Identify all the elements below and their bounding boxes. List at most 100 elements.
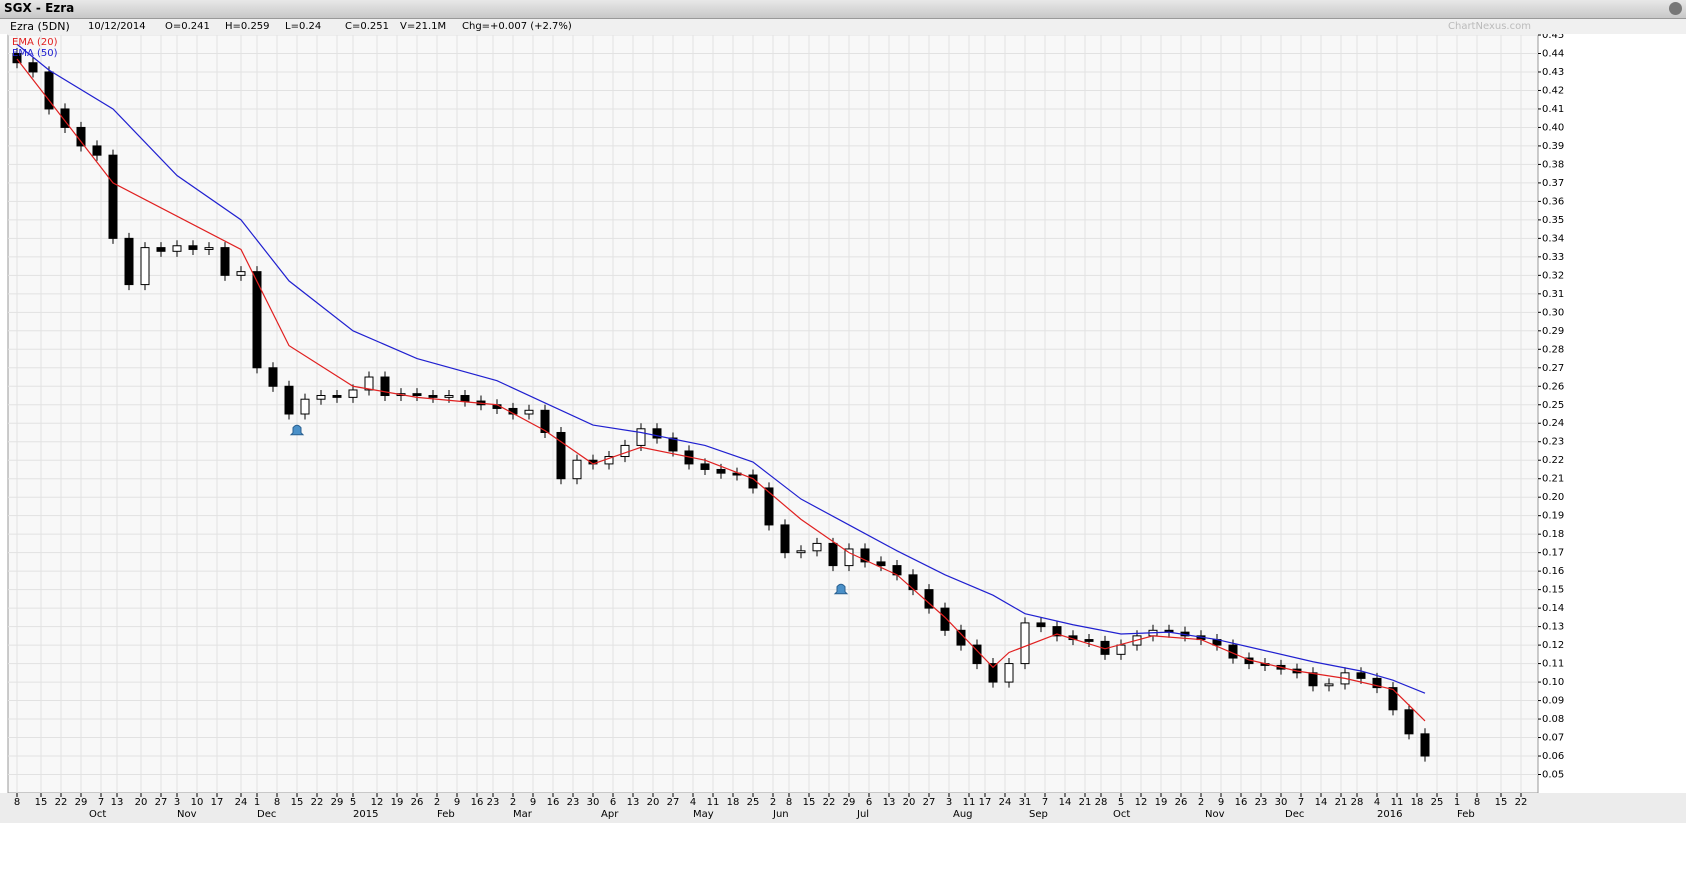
x-tick-label: 18 [727, 797, 740, 808]
x-tick-label: 2 [770, 797, 776, 808]
y-tick-label: 0.15 [1542, 585, 1564, 596]
candle-body [204, 247, 214, 250]
x-tick-label: 13 [883, 797, 896, 808]
candle-body [1084, 639, 1094, 642]
x-tick-label: 2 [510, 797, 516, 808]
x-tick-label: 27 [155, 797, 168, 808]
x-month-label: Jul [856, 809, 869, 820]
candle-body [1420, 733, 1430, 757]
x-tick-label: 20 [647, 797, 660, 808]
x-tick-label: 11 [963, 797, 976, 808]
candle-body [540, 409, 550, 433]
x-tick-label: 7 [98, 797, 104, 808]
candle-body [1036, 622, 1046, 628]
x-tick-label: 25 [747, 797, 760, 808]
y-tick-label: 0.22 [1542, 455, 1564, 466]
candle-body [716, 468, 726, 474]
candle-body [780, 524, 790, 554]
x-month-label: May [693, 809, 714, 820]
x-tick-label: 8 [786, 797, 792, 808]
x-tick-label: 8 [14, 797, 20, 808]
y-tick-label: 0.41 [1542, 104, 1564, 115]
symbol: Ezra (5DN) [10, 20, 70, 33]
candle-body [572, 459, 582, 480]
y-tick-label: 0.17 [1542, 548, 1564, 559]
y-tick-label: 0.16 [1542, 566, 1564, 577]
info-bar [0, 19, 1686, 34]
x-tick-label: 30 [587, 797, 600, 808]
y-tick-label: 0.38 [1542, 159, 1564, 170]
candle-body [828, 542, 838, 567]
x-tick-label: 9 [1218, 797, 1224, 808]
x-tick-label: 7 [1042, 797, 1048, 808]
y-tick-label: 0.29 [1542, 326, 1564, 337]
close-btn[interactable] [1669, 2, 1682, 15]
x-tick-label: 22 [823, 797, 836, 808]
x-month-label: Mar [513, 809, 533, 820]
x-tick-label: 5 [350, 797, 356, 808]
candle-body [1052, 626, 1062, 637]
y-tick-label: 0.35 [1542, 215, 1564, 226]
y-tick-label: 0.32 [1542, 270, 1564, 281]
x-tick-label: 27 [923, 797, 936, 808]
candle-body [28, 62, 38, 73]
x-tick-label: 11 [1391, 797, 1404, 808]
candle-body [108, 154, 118, 239]
candle-body [316, 395, 326, 400]
x-tick-label: 20 [135, 797, 148, 808]
candle-body [812, 542, 822, 552]
candle-body [444, 395, 454, 398]
x-tick-label: 10 [191, 797, 204, 808]
x-tick-label: 4 [690, 797, 696, 808]
x-tick-label: 13 [111, 797, 124, 808]
x-tick-label: 2 [1198, 797, 1204, 808]
candle-body [844, 548, 854, 567]
title-bar: SGX - Ezra [0, 0, 1686, 19]
x-tick-label: 15 [291, 797, 304, 808]
candle-body [1388, 687, 1398, 711]
x-month-label: Nov [177, 809, 197, 820]
y-tick-label: 0.05 [1542, 770, 1564, 781]
y-tick-label: 0.07 [1542, 733, 1564, 744]
candle-body [1020, 622, 1030, 665]
y-tick-label: 0.33 [1542, 252, 1564, 263]
y-tick-label: 0.12 [1542, 640, 1564, 651]
x-tick-label: 1 [1454, 797, 1460, 808]
x-tick-label: 14 [1059, 797, 1072, 808]
y-tick-label: 0.08 [1542, 714, 1564, 725]
volume: V=21.1M [400, 21, 447, 32]
chart: 0.05 0.06 0.07 0.08 0.09 0.10 0.11 0.12 0.13 0.14… [0, 34, 1686, 823]
candle-body [460, 395, 470, 402]
candle-body [1116, 644, 1126, 655]
x-tick-label: 29 [843, 797, 856, 808]
candle-body [700, 463, 710, 470]
candle-body [652, 428, 662, 439]
x-tick-label: 23 [487, 797, 500, 808]
x-tick-label: 6 [610, 797, 616, 808]
high: H=0.259 [225, 21, 270, 32]
x-axis-band [0, 793, 1686, 823]
x-month-label: Dec [257, 809, 276, 820]
x-month-label: 2016 [1377, 809, 1402, 820]
x-tick-label: 16 [547, 797, 560, 808]
x-tick-label: 18 [1411, 797, 1424, 808]
y-tick-label: 0.42 [1542, 85, 1564, 96]
x-tick-label: 9 [530, 797, 536, 808]
alert-bell [289, 424, 305, 436]
candle-body [60, 108, 70, 128]
candle-body [220, 247, 230, 276]
x-tick-label: 2 [434, 797, 440, 808]
x-tick-label: 3 [946, 797, 952, 808]
x-tick-label: 1 [254, 797, 260, 808]
y-tick-label: 0.40 [1542, 122, 1564, 133]
x-tick-label: 20 [903, 797, 916, 808]
x-tick-label: 16 [1235, 797, 1248, 808]
x-tick-label: 31 [1019, 797, 1032, 808]
candle-body [988, 663, 998, 683]
y-tick-label: 0.30 [1542, 307, 1564, 318]
alert-bell [833, 583, 849, 595]
candle-body [44, 71, 54, 110]
candle-body [1372, 677, 1382, 689]
candle-body [156, 247, 166, 252]
x-tick-label: 16 [471, 797, 484, 808]
